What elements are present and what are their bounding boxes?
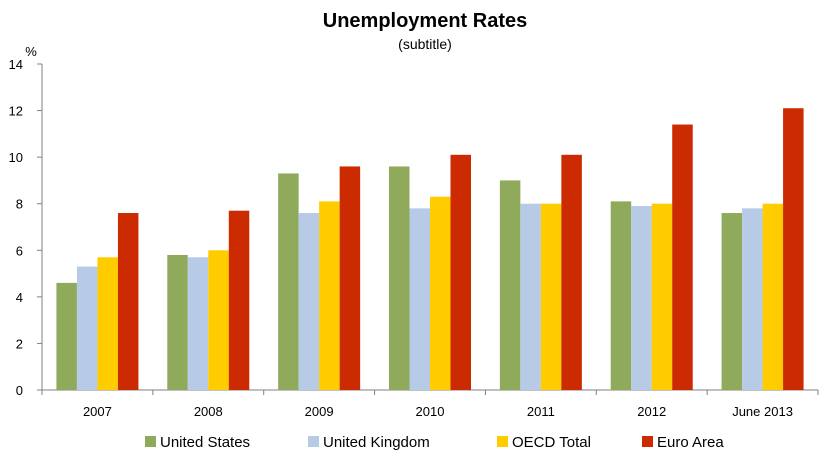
bar-euro-area-2010 (450, 154, 471, 390)
bar-oecd-total-june-2013 (762, 203, 784, 390)
legend-swatch (145, 436, 156, 447)
bar-oecd-total-2012 (651, 203, 673, 390)
y-tick-label: 14 (9, 57, 23, 72)
x-tick-label: 2010 (416, 404, 445, 419)
bar-united-states-2008 (167, 254, 188, 390)
y-tick-label: 2 (16, 336, 23, 351)
bar-oecd-total-2007 (97, 257, 118, 390)
x-tick-label: 2012 (637, 404, 666, 419)
bar-united-states-2010 (389, 166, 410, 390)
bar-united-kingdom-2011 (520, 203, 541, 390)
y-tick-label: 10 (9, 150, 23, 165)
y-axis-label: % (25, 44, 37, 59)
bar-united-states-2007 (56, 282, 77, 390)
bar-united-kingdom-2012 (631, 206, 652, 390)
legend-swatch (308, 436, 319, 447)
x-tick-label: 2011 (527, 404, 555, 419)
bar-united-kingdom-2008 (187, 257, 209, 390)
bar-united-kingdom-june-2013 (742, 208, 763, 390)
x-tick-label: 2009 (305, 404, 334, 419)
x-tick-label: 2008 (194, 404, 223, 419)
x-tick-label: 2007 (83, 404, 112, 419)
bar-united-kingdom-2010 (409, 208, 430, 390)
chart-title: Unemployment Rates (323, 10, 528, 32)
bar-euro-area-june-2013 (783, 108, 804, 390)
y-tick-label: 6 (16, 243, 23, 258)
bar-united-states-june-2013 (721, 213, 743, 390)
bar-united-states-2011 (499, 180, 521, 390)
bar-oecd-total-2009 (319, 201, 340, 390)
bar-united-states-2009 (278, 173, 299, 390)
legend-label: Euro Area (657, 434, 724, 451)
y-tick-label: 8 (16, 197, 23, 212)
chart-subtitle: (subtitle) (398, 36, 452, 52)
legend-swatch (642, 436, 653, 447)
bar-oecd-total-2008 (208, 250, 229, 390)
bar-oecd-total-2010 (430, 196, 451, 390)
bar-oecd-total-2011 (540, 203, 562, 390)
y-tick-label: 0 (16, 383, 23, 398)
bar-euro-area-2012 (672, 124, 693, 391)
bar-euro-area-2008 (228, 210, 250, 390)
bar-euro-area-2011 (561, 154, 582, 390)
y-tick-label: 4 (16, 290, 23, 305)
bar-euro-area-2009 (339, 166, 361, 390)
bar-united-kingdom-2007 (76, 266, 98, 390)
legend-label: United Kingdom (323, 434, 430, 451)
plot-area: 0 2 4 6 8 10 12 14 2007 2008 2009 2010 2011 2012 June … (9, 57, 819, 419)
legend-label: United States (160, 434, 250, 451)
legend-label: OECD Total (512, 434, 591, 451)
legend-swatch (497, 436, 508, 447)
bar-united-kingdom-2009 (298, 213, 320, 390)
legend: United States United Kingdom OECD Total Eur… (145, 434, 724, 451)
x-tick-label: June 2013 (732, 404, 793, 419)
bar-euro-area-2007 (117, 213, 139, 390)
y-tick-label: 12 (9, 104, 23, 119)
bar-united-states-2012 (610, 201, 632, 390)
